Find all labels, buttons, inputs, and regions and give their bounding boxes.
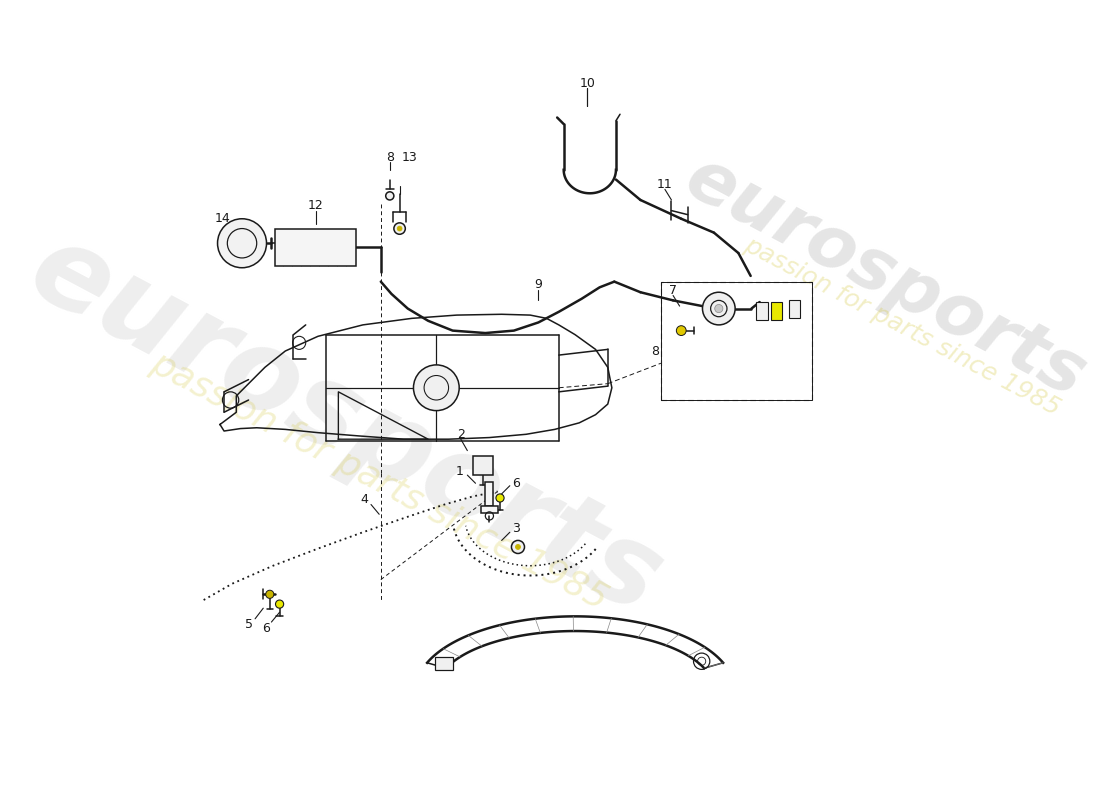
Text: 6: 6 bbox=[263, 622, 271, 635]
Text: 10: 10 bbox=[580, 77, 595, 90]
Text: 1: 1 bbox=[455, 466, 463, 478]
Circle shape bbox=[516, 545, 520, 550]
Text: 5: 5 bbox=[244, 618, 253, 631]
Bar bbox=[275, 229, 356, 266]
Bar bbox=[661, 282, 812, 400]
Circle shape bbox=[218, 218, 266, 268]
Circle shape bbox=[275, 600, 284, 608]
Bar bbox=[771, 302, 782, 320]
Bar bbox=[485, 482, 494, 506]
Text: 3: 3 bbox=[513, 522, 520, 535]
Circle shape bbox=[266, 590, 274, 598]
Text: 4: 4 bbox=[361, 493, 368, 506]
Circle shape bbox=[496, 494, 504, 502]
Text: 9: 9 bbox=[535, 278, 542, 290]
Circle shape bbox=[512, 541, 525, 554]
Text: eurosports: eurosports bbox=[673, 143, 1097, 412]
Text: passion for parts since 1985: passion for parts since 1985 bbox=[739, 233, 1064, 420]
Text: eurosports: eurosports bbox=[12, 211, 681, 638]
Text: 12: 12 bbox=[308, 199, 323, 212]
Bar bbox=[789, 300, 801, 318]
Circle shape bbox=[676, 326, 686, 335]
Text: 7: 7 bbox=[669, 284, 678, 297]
Text: 8: 8 bbox=[651, 345, 659, 358]
Text: 14: 14 bbox=[214, 212, 230, 226]
Text: 6: 6 bbox=[513, 477, 520, 490]
Bar bbox=[481, 506, 497, 513]
Bar bbox=[434, 657, 453, 670]
Circle shape bbox=[414, 365, 459, 410]
Text: 8: 8 bbox=[386, 151, 394, 164]
Bar bbox=[757, 302, 768, 320]
Circle shape bbox=[397, 226, 401, 231]
Circle shape bbox=[703, 292, 735, 325]
Text: 13: 13 bbox=[402, 151, 417, 164]
Circle shape bbox=[394, 223, 405, 234]
Text: 11: 11 bbox=[657, 178, 673, 191]
Circle shape bbox=[715, 305, 723, 313]
Bar bbox=[473, 455, 493, 475]
Bar bbox=[661, 282, 812, 400]
Text: 2: 2 bbox=[456, 428, 465, 441]
Text: passion for parts since 1985: passion for parts since 1985 bbox=[145, 346, 614, 617]
Circle shape bbox=[386, 192, 394, 200]
